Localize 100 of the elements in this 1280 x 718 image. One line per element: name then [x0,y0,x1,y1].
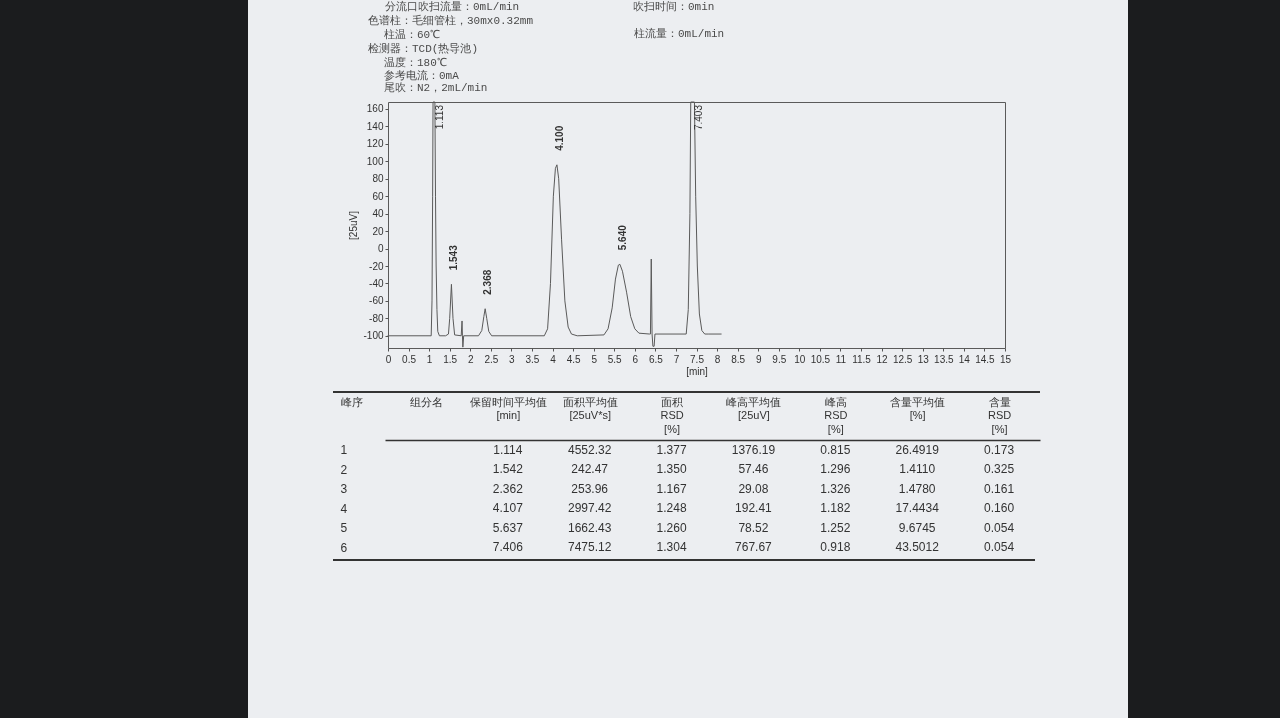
x-tick-label: 4.5 [566,353,581,365]
x-tick-label: 峰高 RSD [%] [824,395,848,435]
x-tick-label: 12.5 [892,353,913,365]
data-label: 1.4780 [898,481,936,496]
x-tick-label: 8 [714,353,721,365]
y-tick-label: 80 [372,173,384,185]
y-tick-label: 1 [340,443,348,458]
y-tick-label: 20 [372,225,384,237]
annotation: 7.403 [692,104,704,131]
data-label: 1.260 [656,520,687,535]
x-tick-label: 7 [673,353,680,365]
x-tick-label: 1.5 [443,353,458,365]
x-tick-label: 10 [794,353,806,365]
x-tick-label: 面积 RSD [%] [660,395,684,435]
data-label: 0.160 [984,501,1015,516]
x-tick-label: 3 [509,353,516,365]
text: 温度：180℃ [384,57,447,69]
y-tick-label: 3 [340,482,348,497]
y-tick-label: -40 [369,277,384,289]
data-label: 7.406 [492,540,524,555]
data-label: 1.304 [656,540,687,555]
x-tick-label: 11 [835,353,847,365]
x-tick-label: 7.5 [690,353,705,365]
y-tick-label: 100 [366,155,384,167]
text: 色谱柱：毛细管柱，30mx0.32mm [368,15,534,27]
data-label: 2997.42 [567,501,612,516]
data-label: 1.350 [656,462,687,477]
y-tick-label: 2 [340,462,348,477]
data-label: 1.252 [820,520,851,535]
text: 参考电流：0mA [384,70,459,82]
x-tick-label: 5 [591,353,598,365]
y-tick-label: 0 [377,243,384,255]
annotation: 5.640 [616,224,628,251]
data-label: 4552.32 [567,442,612,457]
text: 吹扫时间：0min [633,1,715,13]
data-label: 57.46 [738,462,769,477]
annotation: 1.113 [433,104,445,130]
x-tick-label: 13.5 [934,353,954,365]
data-label: 1.377 [656,442,687,457]
x-tick-label: 4 [550,353,557,365]
x-tick-label: 1 [426,353,433,365]
y-tick-label: -60 [369,295,384,307]
x-tick-label: 面积平均值 [25uV*s] [562,395,618,421]
y-tick-label: 160 [366,103,384,115]
y-tick-label: 4 [340,501,348,516]
x-tick-label: 9 [755,353,762,365]
data-label: 0.054 [984,520,1015,535]
y-axis-title: 峰序 [340,395,363,408]
data-label: 1.182 [820,501,851,516]
text: 柱流量：0mL/min [634,28,725,40]
y-tick-label: 6 [340,540,348,555]
x-tick-label: 11.5 [852,353,872,365]
data-label: 7475.12 [567,540,612,555]
annotation: 2.368 [482,269,494,295]
annotation: 4.100 [553,125,565,151]
x-tick-label: 含量平均值 [%] [890,395,946,421]
data-label: 5.637 [492,520,524,535]
data-label: 1.167 [656,481,687,496]
x-tick-label: 2.5 [484,353,499,365]
text: 尾吹：N2，2mL/min [384,82,488,94]
x-tick-label: 9.5 [772,353,787,365]
x-tick-label: 5.5 [607,353,623,365]
data-label: 0.173 [984,442,1015,457]
x-tick-label: 8.5 [731,353,746,365]
y-tick-label: 60 [372,190,384,202]
data-label: 2.362 [492,481,524,496]
data-label: 26.4919 [895,442,940,457]
x-tick-label: 峰高平均值 [25uV] [726,395,782,421]
data-label: 43.5012 [895,540,940,555]
x-tick-label: 14.5 [975,353,996,365]
x-tick-label: 含量 RSD [%] [987,395,1012,435]
data-label: 78.52 [738,520,769,535]
x-tick-label: 10.5 [810,353,831,365]
data-label: 1.326 [820,481,851,496]
x-tick-label: 3.5 [525,353,540,365]
x-tick-label: 15 [999,353,1012,365]
x-tick-label: 14 [958,353,971,365]
data-label: 9.6745 [898,520,936,535]
data-label: 0.325 [984,462,1015,477]
text: 检测器：TCD(热导池) [368,43,479,55]
data-label: 17.4434 [895,501,940,516]
x-tick-label: 保留时间平均值 [min] [469,395,547,421]
data-label: 1.296 [820,462,851,477]
data-label: 253.96 [571,481,609,496]
x-tick-label: 组分名 [409,395,443,408]
y-tick-label: 40 [372,208,384,220]
data-label: 242.47 [571,462,609,477]
data-label: 1.4110 [899,462,936,477]
y-tick-label: -80 [369,312,384,324]
data-label: 0.918 [820,540,851,555]
data-label: 0.054 [984,540,1015,555]
x-tick-label: 2 [467,353,474,365]
data-label: 0.815 [820,442,851,457]
y-tick-label: 120 [366,138,384,150]
y-tick-label: -100 [363,330,384,342]
x-tick-label: 6.5 [648,353,664,365]
text: 柱温：60℃ [384,29,441,41]
x-axis-title: [min] [686,365,709,377]
data-label: 1662.43 [567,520,612,535]
x-tick-label: 0 [385,353,392,365]
